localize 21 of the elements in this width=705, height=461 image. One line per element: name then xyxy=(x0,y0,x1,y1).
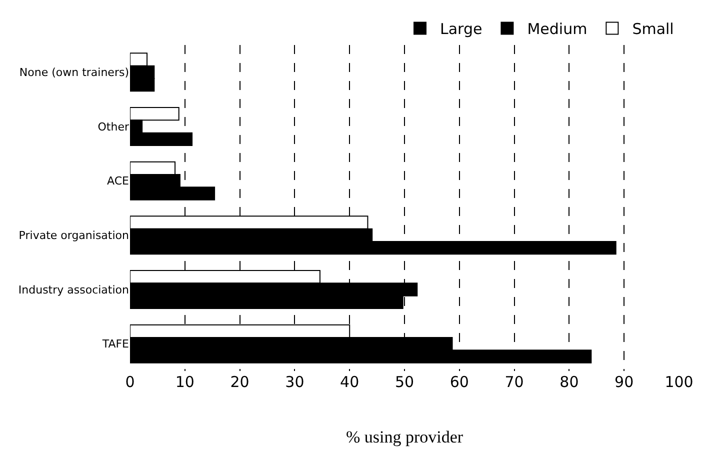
x-axis-title: % using provider xyxy=(346,427,464,446)
x-tick-label: 60 xyxy=(450,373,469,391)
x-tick-label: 100 xyxy=(664,373,694,391)
y-tick-label: None (own trainers) xyxy=(19,66,129,80)
x-tick-label: 30 xyxy=(285,373,304,391)
legend-label: Medium xyxy=(527,20,588,38)
legend-label: Small xyxy=(632,20,674,38)
y-tick-label: Other xyxy=(98,120,130,134)
x-tick-label: 0 xyxy=(125,373,135,391)
x-tick-label: 50 xyxy=(394,373,414,391)
x-tick-label: 90 xyxy=(614,373,634,391)
x-tick-label: 80 xyxy=(560,373,579,391)
y-tick-label: Private organisation xyxy=(18,229,130,242)
y-tick-label: ACE xyxy=(107,174,130,188)
x-tick-label: 40 xyxy=(340,373,360,391)
y-tick-label: TAFE xyxy=(101,338,130,351)
x-tick-label: 10 xyxy=(175,373,194,391)
x-tick-label: 20 xyxy=(230,373,250,391)
y-tick-label: Industry association xyxy=(18,283,130,296)
legend-label: Large xyxy=(440,20,482,38)
x-tick-label: 70 xyxy=(504,373,524,391)
